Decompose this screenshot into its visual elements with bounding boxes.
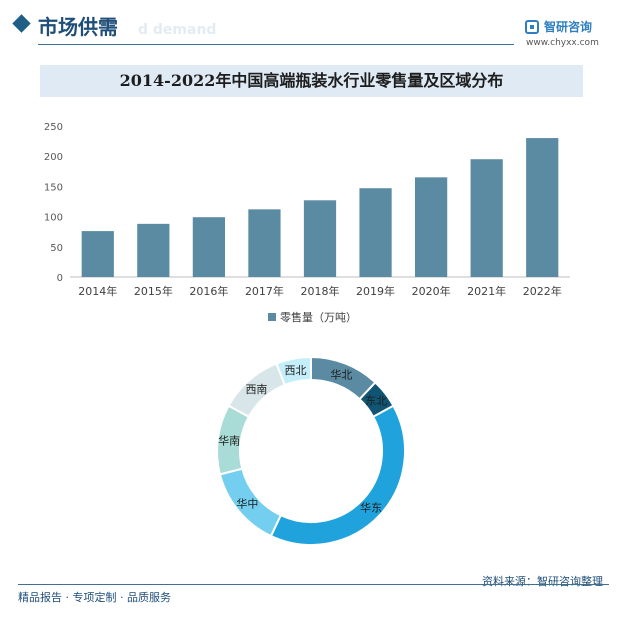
bar-2016年	[192, 217, 225, 277]
y-tick-label: 50	[50, 243, 63, 254]
slice-label: 华南	[218, 434, 240, 448]
slice-label: 华北	[330, 367, 352, 381]
bar-chart: 0 50 100 150 200 250 2014年 2015年 2016年 2017年 2018年…	[44, 122, 570, 324]
bar-2020年	[415, 177, 448, 277]
brand-logo-icon	[525, 20, 539, 34]
legend-label: 零售量（万吨）	[280, 310, 357, 324]
brand-url: www.chyxx.com	[526, 38, 599, 48]
bar-2014年	[81, 231, 114, 277]
x-tick-label: 2019年	[356, 284, 395, 298]
y-tick-label: 200	[44, 152, 63, 163]
slice-西北	[275, 355, 312, 387]
header-divider	[38, 44, 514, 45]
bar-2022年	[526, 138, 559, 277]
bar-2017年	[248, 209, 281, 277]
slice-label: 华东	[360, 500, 382, 514]
x-tick-label: 2015年	[134, 284, 173, 298]
y-tick-label: 100	[44, 213, 63, 224]
footer-tagline: 精品报告 · 专项定制 · 品质服务	[18, 591, 171, 604]
header: d demand 市场供需 智研咨询 www.chyxx.com	[0, 0, 625, 50]
diamond-icon	[12, 14, 31, 33]
slice-华东	[269, 404, 406, 546]
bar-2021年	[470, 159, 503, 277]
footer-source: 资料来源：智研咨询整理	[482, 575, 603, 588]
x-tick-label: 2016年	[189, 284, 228, 298]
chart-title-banner: 2014-2022年中国高端瓶装水行业零售量及区域分布	[40, 65, 583, 97]
y-tick-label: 250	[44, 122, 63, 133]
slice-label: 华中	[236, 497, 258, 511]
y-tick-label: 0	[57, 273, 63, 284]
slice-label: 东北	[365, 394, 387, 407]
brand-name: 智研咨询	[544, 20, 593, 34]
x-tick-label: 2020年	[412, 284, 451, 298]
x-tick-label: 2022年	[523, 284, 562, 298]
x-tick-label: 2014年	[78, 284, 117, 298]
chart-title: 2014-2022年中国高端瓶装水行业零售量及区域分布	[119, 71, 504, 90]
y-tick-label: 150	[44, 182, 63, 193]
slice-label: 西北	[285, 364, 307, 377]
legend-swatch	[268, 313, 276, 321]
bar-2015年	[137, 223, 170, 277]
slice-label: 西南	[245, 383, 267, 396]
footer-divider	[18, 584, 609, 585]
section-title: 市场供需	[38, 15, 118, 39]
bar-2018年	[303, 200, 337, 277]
x-tick-label: 2017年	[245, 284, 284, 298]
x-tick-label: 2021年	[467, 284, 506, 298]
x-tick-label: 2018年	[301, 284, 340, 298]
section-ghost-text: d demand	[138, 22, 217, 38]
bar-2019年	[359, 188, 392, 277]
